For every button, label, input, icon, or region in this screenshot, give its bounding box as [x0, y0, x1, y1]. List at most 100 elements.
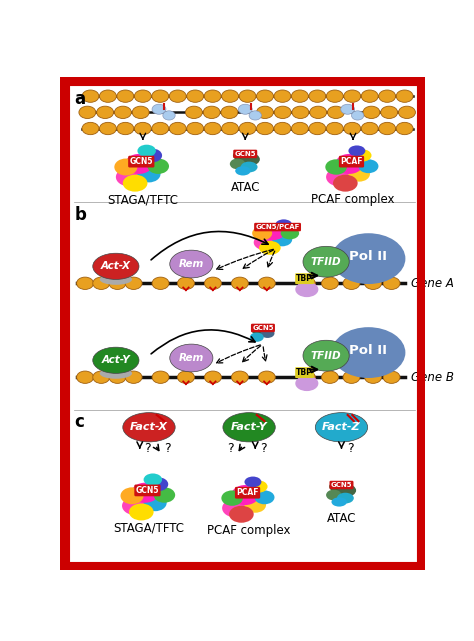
- Ellipse shape: [361, 90, 378, 103]
- Ellipse shape: [396, 122, 413, 135]
- Ellipse shape: [123, 175, 147, 192]
- Ellipse shape: [147, 158, 169, 174]
- Ellipse shape: [326, 122, 343, 135]
- Bar: [298, 368, 310, 377]
- Ellipse shape: [177, 277, 194, 290]
- Ellipse shape: [258, 371, 275, 383]
- Ellipse shape: [259, 241, 281, 254]
- Ellipse shape: [152, 90, 169, 103]
- Ellipse shape: [152, 104, 166, 114]
- Text: Act-Y: Act-Y: [101, 355, 130, 365]
- Text: c: c: [74, 413, 84, 431]
- Ellipse shape: [169, 90, 186, 103]
- Text: PCAF: PCAF: [237, 488, 259, 497]
- Text: Pol II: Pol II: [349, 250, 387, 263]
- Ellipse shape: [152, 122, 169, 135]
- Text: STAGA/TFTC: STAGA/TFTC: [107, 193, 178, 206]
- Ellipse shape: [79, 106, 96, 119]
- Ellipse shape: [144, 474, 162, 486]
- Ellipse shape: [254, 235, 277, 250]
- Text: STAGA/TFTC: STAGA/TFTC: [113, 522, 184, 535]
- Ellipse shape: [129, 503, 154, 520]
- Ellipse shape: [163, 111, 175, 120]
- Ellipse shape: [295, 376, 319, 391]
- Text: Rem: Rem: [179, 259, 204, 269]
- Ellipse shape: [235, 166, 251, 176]
- Text: GCN5/PCAF: GCN5/PCAF: [255, 224, 300, 230]
- Text: Fact-X: Fact-X: [130, 422, 168, 432]
- Ellipse shape: [231, 277, 248, 290]
- Ellipse shape: [348, 146, 365, 156]
- Ellipse shape: [125, 154, 153, 174]
- Ellipse shape: [231, 371, 248, 383]
- Ellipse shape: [245, 476, 261, 487]
- Ellipse shape: [114, 158, 137, 176]
- Ellipse shape: [256, 106, 273, 119]
- Ellipse shape: [344, 122, 361, 135]
- Text: Act-X: Act-X: [101, 262, 131, 271]
- Ellipse shape: [109, 371, 126, 383]
- Ellipse shape: [100, 90, 117, 103]
- Text: TBP: TBP: [296, 368, 313, 377]
- Ellipse shape: [122, 497, 148, 515]
- Ellipse shape: [261, 329, 274, 338]
- Text: PCAF complex: PCAF complex: [207, 524, 291, 537]
- Text: GCN5: GCN5: [129, 157, 153, 166]
- Ellipse shape: [331, 497, 347, 506]
- Ellipse shape: [249, 111, 261, 120]
- Ellipse shape: [337, 493, 354, 503]
- Ellipse shape: [399, 106, 415, 119]
- Text: Gene B: Gene B: [411, 370, 454, 384]
- Ellipse shape: [241, 162, 257, 172]
- Text: GCN5: GCN5: [331, 482, 352, 488]
- Text: GCN5: GCN5: [136, 486, 159, 495]
- Ellipse shape: [335, 154, 363, 174]
- Ellipse shape: [353, 149, 372, 162]
- Ellipse shape: [239, 90, 256, 103]
- Ellipse shape: [321, 277, 338, 290]
- Ellipse shape: [187, 90, 204, 103]
- Ellipse shape: [341, 104, 355, 114]
- Text: Fact-Z: Fact-Z: [322, 422, 361, 432]
- Ellipse shape: [326, 490, 341, 501]
- Text: ATAC: ATAC: [327, 512, 356, 525]
- Ellipse shape: [325, 160, 347, 175]
- Text: TFIID: TFIID: [311, 256, 341, 267]
- Ellipse shape: [331, 233, 405, 284]
- Ellipse shape: [132, 106, 149, 119]
- Ellipse shape: [77, 371, 93, 383]
- Ellipse shape: [326, 90, 343, 103]
- Ellipse shape: [134, 90, 151, 103]
- Ellipse shape: [116, 168, 142, 187]
- Ellipse shape: [331, 327, 405, 378]
- Ellipse shape: [303, 340, 349, 371]
- Text: Gene A: Gene A: [411, 277, 454, 290]
- Text: ?: ?: [347, 442, 354, 455]
- Ellipse shape: [221, 106, 238, 119]
- Ellipse shape: [255, 490, 274, 504]
- Ellipse shape: [328, 106, 345, 119]
- Ellipse shape: [344, 90, 361, 103]
- Ellipse shape: [82, 90, 99, 103]
- Text: PCAF: PCAF: [340, 157, 363, 166]
- Ellipse shape: [379, 90, 396, 103]
- Ellipse shape: [315, 413, 368, 442]
- Ellipse shape: [343, 277, 360, 290]
- Text: ATAC: ATAC: [230, 181, 260, 194]
- Ellipse shape: [100, 274, 132, 285]
- Ellipse shape: [326, 168, 352, 187]
- Ellipse shape: [154, 487, 175, 503]
- Ellipse shape: [365, 277, 382, 290]
- Text: a: a: [74, 90, 85, 108]
- Ellipse shape: [245, 497, 266, 513]
- Text: ?: ?: [260, 442, 266, 455]
- Ellipse shape: [274, 122, 291, 135]
- Ellipse shape: [309, 122, 326, 135]
- Ellipse shape: [221, 490, 243, 506]
- Ellipse shape: [298, 277, 315, 290]
- Text: Rem: Rem: [179, 353, 204, 363]
- Ellipse shape: [383, 277, 400, 290]
- Ellipse shape: [239, 122, 256, 135]
- Ellipse shape: [329, 481, 346, 492]
- Ellipse shape: [100, 368, 132, 379]
